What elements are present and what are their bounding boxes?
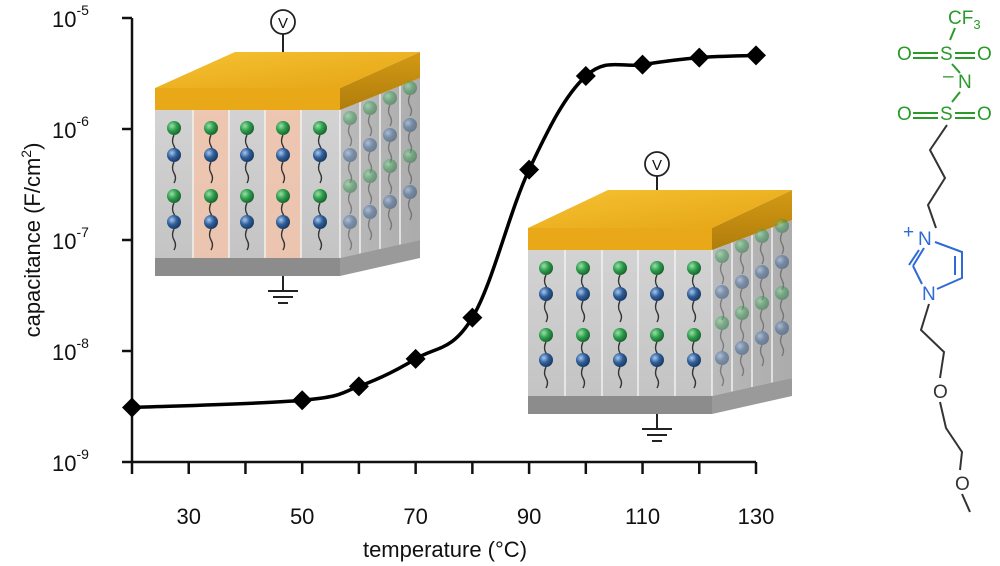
voltage-probe-icon: [644, 151, 670, 177]
svg-text:+: +: [903, 222, 914, 243]
svg-text:O: O: [933, 382, 948, 403]
ground-icon: [642, 428, 672, 442]
membrane-inset-low-temperature: V: [155, 9, 420, 304]
cf3-label: CF3: [948, 8, 981, 32]
svg-text:S: S: [940, 44, 953, 65]
svg-text:O: O: [955, 474, 970, 495]
svg-text:N: N: [922, 284, 936, 305]
data-point: [122, 397, 142, 418]
y-tick-label: 10-7: [52, 224, 89, 254]
x-axis-ticks: 30 50 70 90 110 130: [130, 462, 775, 529]
x-tick-label: 90: [517, 504, 541, 529]
svg-text:V: V: [652, 157, 662, 174]
svg-text:O: O: [897, 44, 912, 65]
series-line: [131, 53, 757, 410]
svg-text:O: O: [977, 104, 992, 125]
data-point: [405, 348, 426, 369]
x-tick-label: 110: [625, 504, 660, 529]
capacitance-series: [122, 45, 766, 418]
voltage-probe-icon: [270, 9, 296, 35]
svg-text:N: N: [958, 72, 972, 93]
svg-text:–: –: [943, 66, 954, 87]
x-axis-label: temperature (°C): [363, 537, 527, 562]
y-tick-label: 10-5: [52, 2, 89, 32]
plot-axes: 10-5 10-6 10-7 10-8 10-9 30 50 70 90 110 130: [52, 2, 774, 529]
svg-text:N: N: [918, 229, 932, 250]
data-point: [462, 307, 483, 328]
svg-text:S: S: [940, 104, 953, 125]
data-point: [746, 45, 766, 66]
membrane-inset-high-temperature: V: [528, 151, 792, 442]
y-axis-ticks: 10-5 10-6 10-7 10-8 10-9: [52, 2, 132, 476]
y-tick-label: 10-8: [52, 335, 89, 365]
svg-text:O: O: [897, 104, 912, 125]
svg-text:O: O: [977, 44, 992, 65]
data-point: [292, 390, 313, 411]
y-axis-label: capacitance (F/cm2): [18, 143, 45, 338]
x-tick-label: 30: [176, 504, 200, 529]
data-point: [632, 54, 653, 75]
y-tick-label: 10-6: [52, 113, 89, 143]
data-point: [519, 159, 540, 180]
x-tick-label: 50: [290, 504, 314, 529]
ground-icon: [268, 290, 298, 304]
data-point: [689, 47, 710, 68]
svg-text:V: V: [278, 15, 288, 32]
ionic-liquid-structure: CF3 O S O – N O S O + N N O O: [897, 8, 992, 513]
data-point: [575, 66, 596, 87]
x-tick-label: 70: [403, 504, 427, 529]
x-tick-label: 130: [738, 504, 775, 529]
y-tick-label: 10-9: [52, 446, 89, 476]
data-point: [348, 376, 369, 397]
